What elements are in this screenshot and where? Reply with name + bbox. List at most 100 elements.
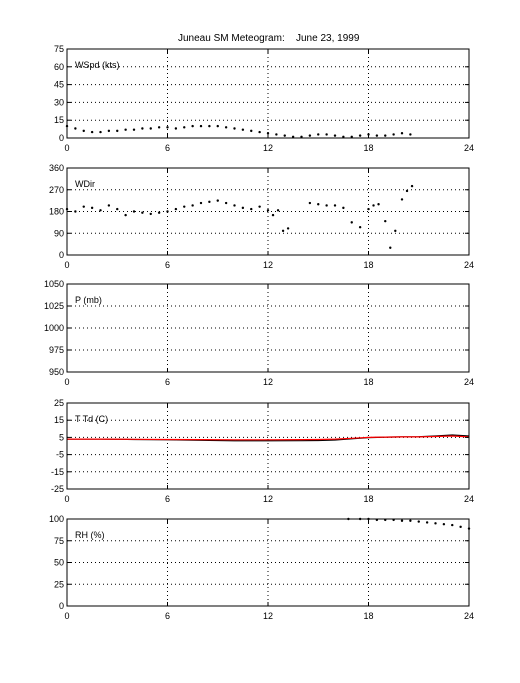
wdir-point <box>281 229 285 233</box>
panel-label-rh: RH (%) <box>75 530 105 540</box>
wdir-series-0 <box>65 184 414 249</box>
wdir-point <box>191 204 194 207</box>
y-tick-label: -25 <box>51 484 64 494</box>
wspd-kts-point <box>291 135 295 139</box>
y-tick-label: 30 <box>54 97 64 107</box>
y-tick-label: 15 <box>54 115 64 125</box>
wdir-point <box>90 206 94 210</box>
wdir-point <box>258 205 261 208</box>
wdir-point <box>82 205 85 208</box>
wdir-point <box>141 211 144 214</box>
x-tick-label: 24 <box>464 611 474 621</box>
y-tick-label: 1050 <box>44 279 64 289</box>
y-tick-label: 90 <box>54 228 64 238</box>
wdir-point <box>266 209 270 212</box>
x-tick-label: 18 <box>363 260 373 270</box>
wspd-kts-point <box>342 135 345 139</box>
wdir-point <box>342 206 345 210</box>
x-tick-label: 0 <box>64 611 69 621</box>
y-tick-label: 45 <box>54 80 64 90</box>
y-tick-label: 25 <box>54 579 64 589</box>
wdir-point <box>271 213 275 217</box>
wspd-kts-point <box>250 129 253 133</box>
wdir-point <box>99 209 102 212</box>
wdir-point <box>107 204 111 207</box>
x-tick-label: 0 <box>64 377 69 387</box>
wdir-point <box>276 209 280 212</box>
wspd-kts-point <box>224 126 228 129</box>
wspd-kts-point <box>392 133 395 136</box>
wspd-kts-point <box>300 135 303 139</box>
x-tick-label: 0 <box>64 143 69 153</box>
wdir-point <box>400 198 404 201</box>
rh-point <box>442 523 446 526</box>
wspd-kts-series-0 <box>65 124 412 139</box>
panel-t-td-c: 0 6 12 18 24 -25 -15 -5 5 15 25 T Td (C) <box>51 398 474 504</box>
wdir-point <box>174 207 178 211</box>
wdir-point <box>405 189 409 193</box>
x-tick-label: 24 <box>464 377 474 387</box>
x-tick-label: 6 <box>165 377 170 387</box>
wspd-kts-point <box>216 124 219 128</box>
wspd-kts-point <box>183 126 186 129</box>
figure-title: Juneau SM Meteogram: June 23, 1999 <box>0 33 520 47</box>
y-tick-label: 15 <box>54 415 64 425</box>
wspd-kts-point <box>384 134 387 137</box>
wdir-point <box>367 207 370 211</box>
wspd-kts-point <box>74 127 77 130</box>
wspd-kts-point <box>199 124 203 128</box>
x-tick-label: 18 <box>363 611 373 621</box>
wdir-point <box>199 201 203 205</box>
wdir-point <box>286 227 290 230</box>
y-tick-label: 0 <box>59 250 64 260</box>
wspd-kts-point <box>325 133 328 136</box>
t-td-c-series-1 <box>67 435 470 441</box>
panel-label-t-td-c: T Td (C) <box>75 414 108 424</box>
y-tick-label: 180 <box>49 207 64 217</box>
wspd-kts-point <box>400 132 404 135</box>
wdir-point <box>241 206 245 210</box>
wspd-kts-point <box>409 133 412 136</box>
title-date: June 23, 1999 <box>296 33 360 44</box>
wdir-point <box>233 204 236 207</box>
wdir-point <box>166 210 169 213</box>
wdir-point <box>132 210 136 213</box>
x-tick-label: 0 <box>64 494 69 504</box>
y-tick-label: 75 <box>54 536 64 546</box>
x-tick-label: 6 <box>165 611 170 621</box>
wspd-kts-point <box>166 126 169 129</box>
panel-wdir: 0 6 12 18 24 0 90 180 270 360 WDir <box>49 163 474 270</box>
wspd-kts-point <box>317 133 320 136</box>
x-tick-label: 12 <box>263 377 273 387</box>
wspd-kts-point <box>116 129 119 133</box>
x-tick-label: 6 <box>165 494 170 504</box>
wspd-kts-point <box>308 134 312 137</box>
wdir-point <box>124 213 127 217</box>
wspd-kts-point <box>124 128 127 131</box>
x-tick-label: 12 <box>263 611 273 621</box>
wdir-point <box>384 219 387 223</box>
x-tick-label: 18 <box>363 494 373 504</box>
x-tick-label: 24 <box>464 260 474 270</box>
x-tick-label: 18 <box>363 143 373 153</box>
panel-label-wspd-kts: WSpd (kts) <box>75 60 120 70</box>
rh-point <box>451 523 454 527</box>
y-tick-label: 975 <box>49 345 64 355</box>
wspd-kts-point <box>275 133 278 136</box>
title-station: Juneau SM Meteogram: <box>178 33 285 44</box>
wdir-point <box>389 246 392 249</box>
wdir-point <box>350 221 353 224</box>
y-tick-label: 0 <box>59 133 64 143</box>
y-tick-label: 50 <box>54 558 64 568</box>
t-td-c-line-1 <box>67 435 470 441</box>
wspd-kts-point <box>358 134 362 137</box>
panel-label-wdir: WDir <box>75 179 95 189</box>
panel-p-mb: 0 6 12 18 24 950 975 1000 1025 1050 P (mb) <box>44 279 474 387</box>
wspd-kts-point <box>333 134 337 137</box>
x-tick-label: 12 <box>263 260 273 270</box>
wdir-point <box>317 203 320 206</box>
rh-point <box>400 519 404 522</box>
wdir-point <box>216 199 219 202</box>
x-tick-label: 12 <box>263 494 273 504</box>
wdir-point <box>157 211 161 214</box>
